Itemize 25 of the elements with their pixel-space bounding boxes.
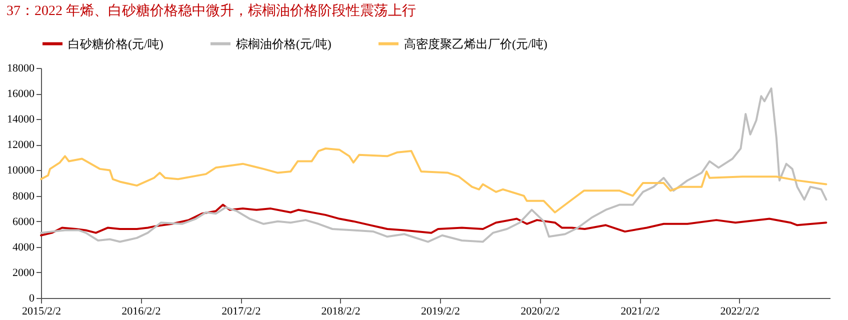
x-tick-label: 2018/2/2 [321,306,360,318]
y-tick-label: 8000 [12,190,35,202]
y-tick-label: 0 [29,292,35,304]
line-series [40,87,828,243]
x-tick-label: 2016/2/2 [122,306,161,318]
y-tick-label: 10000 [7,164,35,177]
y-tick-label: 4000 [12,241,35,254]
x-tick-label: 2017/2/2 [222,306,261,318]
x-tick-label: 2021/2/2 [620,306,660,318]
y-tick-label: 14000 [7,114,35,126]
legend-label: 棕榈油价格(元/吨) [236,36,332,51]
legend-label: 白砂糖价格(元/吨) [68,36,164,51]
y-tick-label: 16000 [7,88,35,100]
y-tick-label: 6000 [12,216,35,228]
x-tick-label: 2020/2/2 [520,306,560,318]
line-series [40,148,828,214]
line-series [40,204,828,236]
chart-title: 37：2022 年烯、白砂糖价格稳中微升，棕榈油价格阶段性震荡上行 [6,3,416,19]
x-tick-label: 2015/2/2 [22,306,62,318]
legend-label: 高密度聚乙烯出厂价(元/吨) [404,36,548,51]
y-tick-label: 18000 [7,62,35,74]
x-tick-label: 2022/2/2 [720,306,760,318]
y-tick-label: 2000 [12,266,35,279]
y-tick-label: 12000 [7,139,35,152]
x-tick-label: 2019/2/2 [420,306,460,318]
